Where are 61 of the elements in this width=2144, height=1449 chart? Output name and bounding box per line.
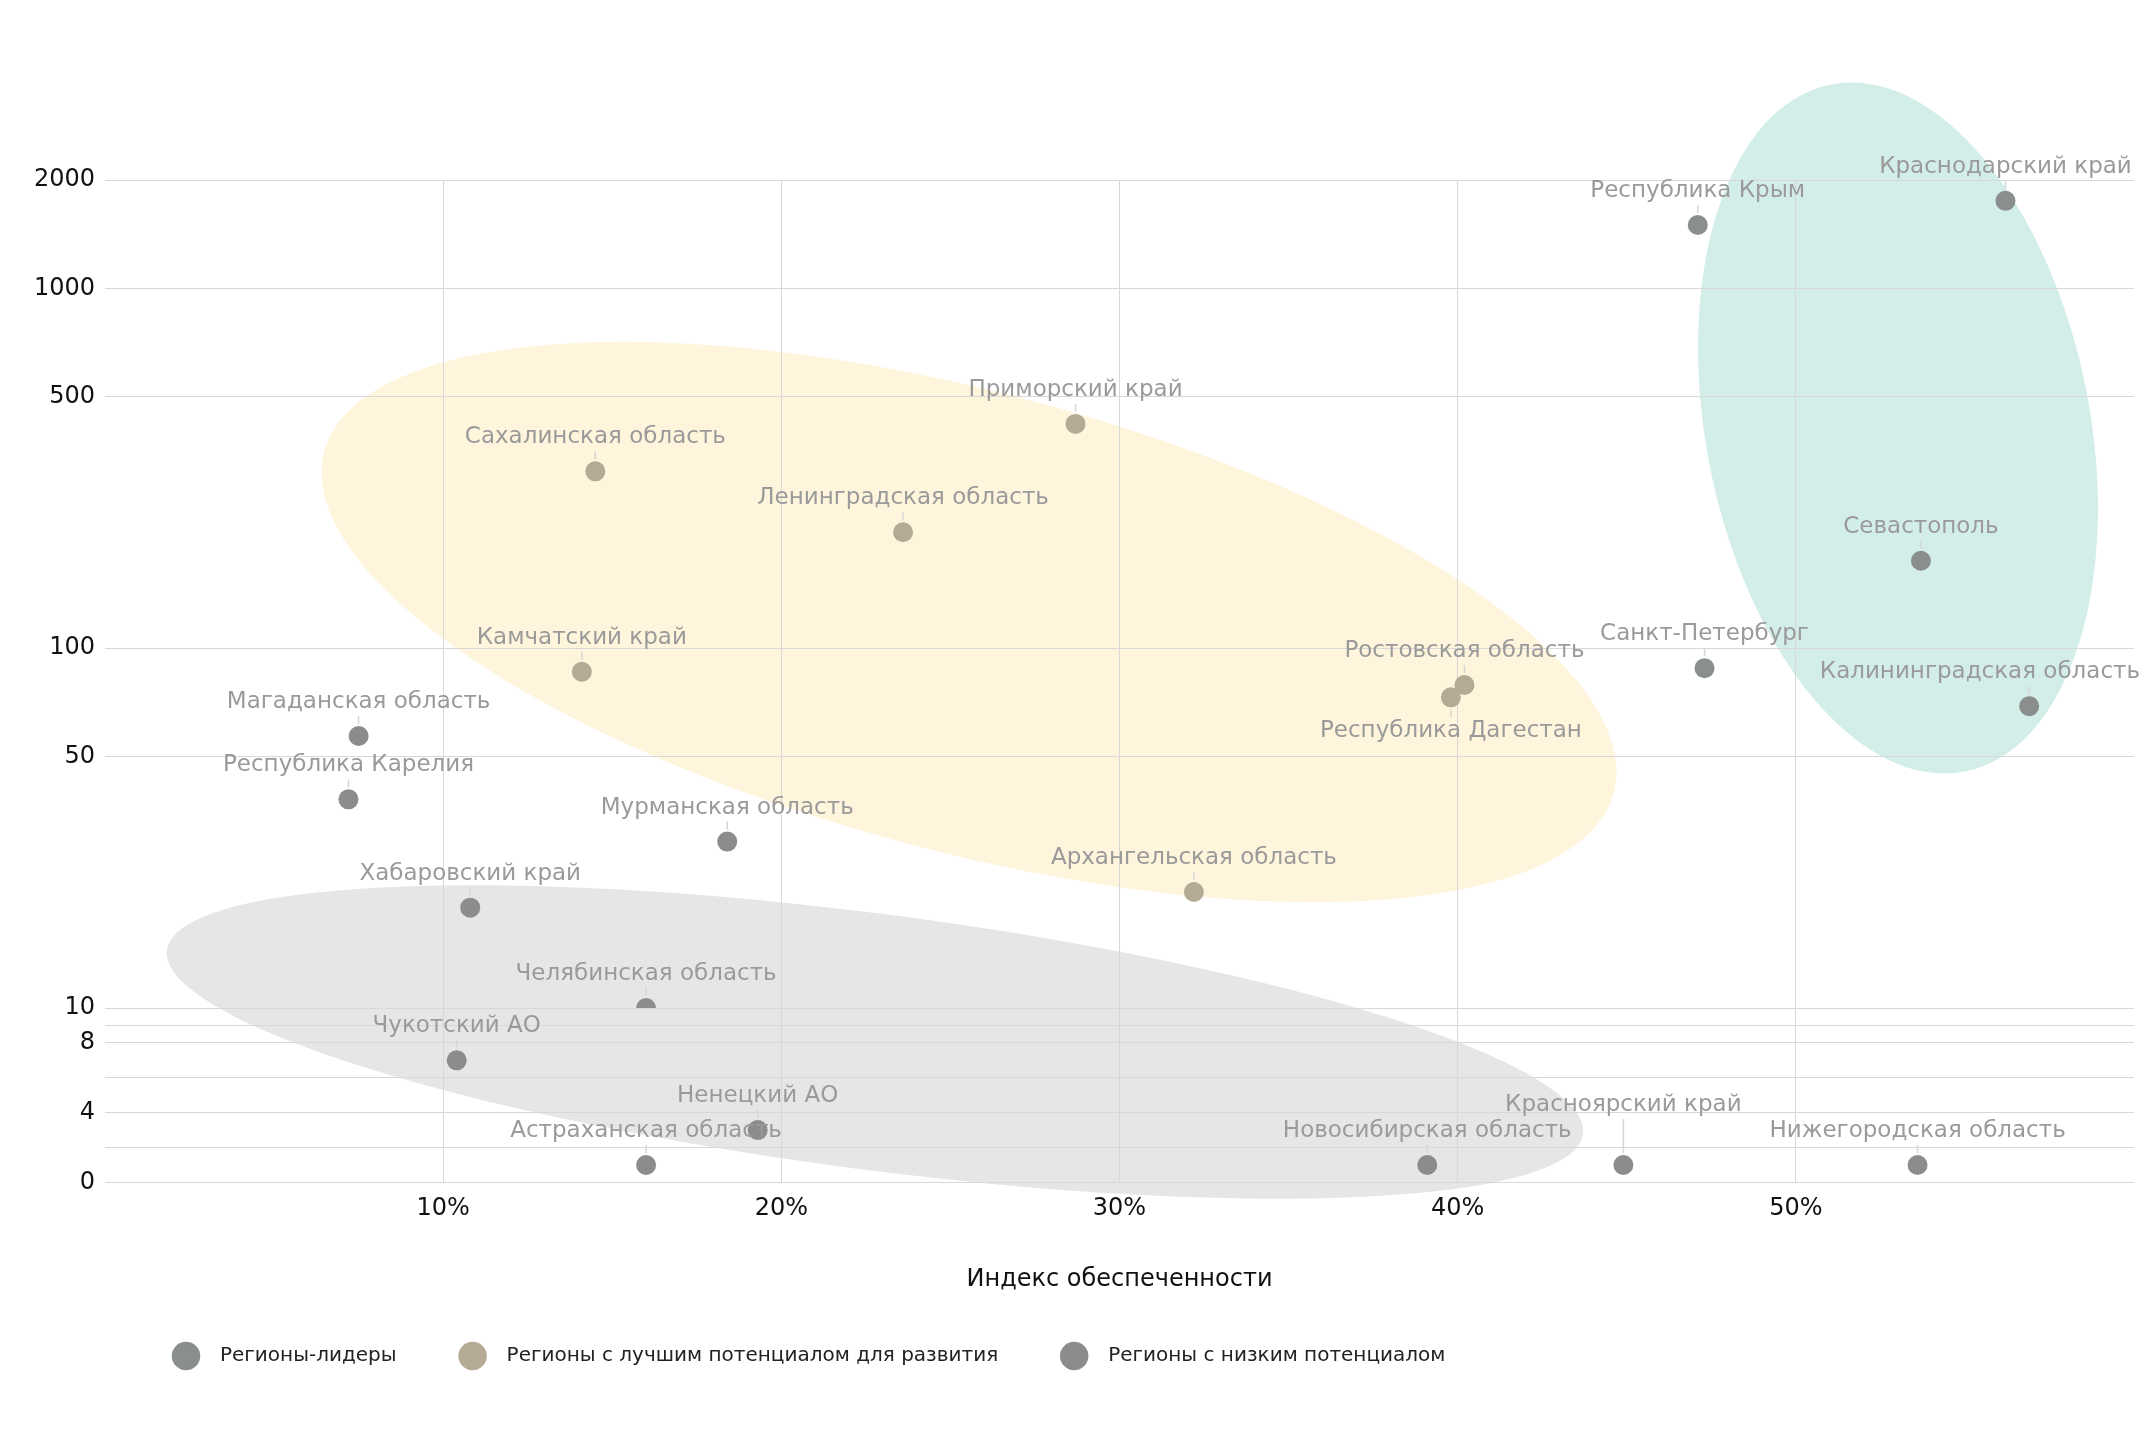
point [1065,413,1086,434]
y-tick-label: 8 [79,1027,95,1056]
point [460,897,481,918]
annotation: Красноярский край [1505,1089,1742,1116]
annotation: Хабаровский край [359,858,582,885]
point [1454,675,1475,695]
y-tick-label: 500 [49,380,95,409]
point [1183,882,1204,903]
y-tick-label: 10 [64,992,95,1021]
point [1995,190,2016,211]
annotation: Нижегородская область [1769,1115,2066,1142]
annotation: Сахалинская область [464,422,726,449]
y-tick-label: 0 [79,1166,95,1195]
annotation: Ростовская область [1344,635,1585,662]
point [446,1050,467,1071]
point [1417,1154,1438,1175]
y-tick-label: 4 [79,1096,95,1125]
legend-label: Регионы с низким потенциалом [1108,1342,1446,1367]
annotation: Архангельская область [1050,843,1337,870]
point [2019,696,2040,717]
x-tick-label: 20% [754,1193,809,1222]
annotation: Ненецкий АО [677,1081,839,1108]
annotation: Краснодарский край [1879,151,2132,178]
point [348,726,369,747]
point [1907,1154,1928,1175]
x-tick-label: 50% [1769,1193,1823,1222]
y-tick-label: 2000 [33,164,95,193]
x-tick-label: 30% [1092,1193,1147,1222]
point [893,522,914,543]
annotation: Республика Крым [1590,175,1806,202]
annotation: Республика Дагестан [1319,716,1582,743]
annotation: Камчатский край [476,622,687,649]
point [1613,1154,1634,1175]
x-tick-label: 40% [1430,1193,1485,1222]
point [585,461,606,482]
annotation: Севастополь [1843,511,1999,538]
point [338,789,359,810]
x-axis-title: Индекс обеспеченности [966,1263,1273,1292]
y-tick-label: 100 [49,632,95,661]
y-tick-label: 1000 [33,272,95,301]
annotation: Мурманская область [600,792,854,819]
annotation: Республика Карелия [222,750,475,777]
point [1910,550,1931,571]
annotation: Челябинская область [515,958,777,985]
annotation: Чукотский АО [372,1011,541,1038]
annotation: Приморский край [968,374,1183,401]
annotation: Калининградская область [1819,657,2140,684]
x-tick-label: 10% [416,1193,470,1222]
annotation: Санкт-Петербург [1600,619,1809,646]
point [636,1154,657,1175]
annotation: Ленинградская область [757,483,1049,510]
point [717,831,738,852]
y-tick-label: 50 [64,740,95,769]
annotation: Магаданская область [226,686,491,713]
point [1687,214,1708,235]
point [1440,687,1461,708]
legend-label: Регионы-лидеры [220,1342,397,1367]
point [1694,658,1715,679]
point [571,661,592,682]
annotation: Новосибирская область [1282,1115,1572,1142]
legend-label: Регионы с лучшим потенциалом для развития [506,1342,999,1367]
